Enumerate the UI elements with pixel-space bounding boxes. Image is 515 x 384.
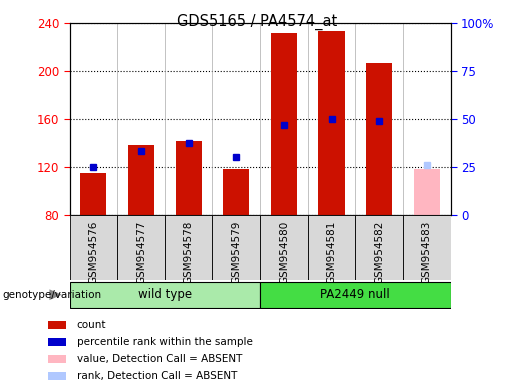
Bar	[260, 282, 451, 308]
Bar	[48, 321, 66, 329]
Bar	[212, 215, 260, 280]
Text: rank, Detection Call = ABSENT: rank, Detection Call = ABSENT	[77, 371, 237, 381]
Bar	[70, 215, 117, 280]
Bar	[414, 169, 440, 215]
Bar	[48, 338, 66, 346]
Bar	[128, 146, 154, 215]
Bar	[260, 215, 308, 280]
Text: GDS5165 / PA4574_at: GDS5165 / PA4574_at	[177, 13, 338, 30]
Text: percentile rank within the sample: percentile rank within the sample	[77, 337, 252, 347]
Text: PA2449 null: PA2449 null	[320, 288, 390, 301]
Text: GSM954578: GSM954578	[184, 220, 194, 284]
Text: count: count	[77, 320, 106, 330]
Bar	[307, 215, 355, 280]
Bar	[165, 215, 212, 280]
Bar	[70, 282, 260, 308]
Bar	[355, 215, 403, 280]
Text: GSM954577: GSM954577	[136, 220, 146, 284]
Text: GSM954576: GSM954576	[89, 220, 98, 284]
Text: GSM954581: GSM954581	[327, 220, 336, 284]
Bar	[366, 63, 392, 215]
Text: GSM954579: GSM954579	[231, 220, 241, 284]
Bar	[271, 33, 297, 215]
Text: value, Detection Call = ABSENT: value, Detection Call = ABSENT	[77, 354, 242, 364]
Text: GSM954583: GSM954583	[422, 220, 432, 284]
Text: genotype/variation: genotype/variation	[3, 290, 101, 300]
Bar	[48, 372, 66, 380]
Text: GSM954582: GSM954582	[374, 220, 384, 284]
Bar	[176, 141, 202, 215]
Bar	[318, 31, 345, 215]
Bar	[80, 173, 107, 215]
Bar	[48, 355, 66, 363]
Bar	[117, 215, 165, 280]
Text: wild type: wild type	[138, 288, 192, 301]
Polygon shape	[49, 290, 62, 300]
Bar	[223, 169, 249, 215]
Bar	[403, 215, 451, 280]
Text: GSM954580: GSM954580	[279, 220, 289, 283]
